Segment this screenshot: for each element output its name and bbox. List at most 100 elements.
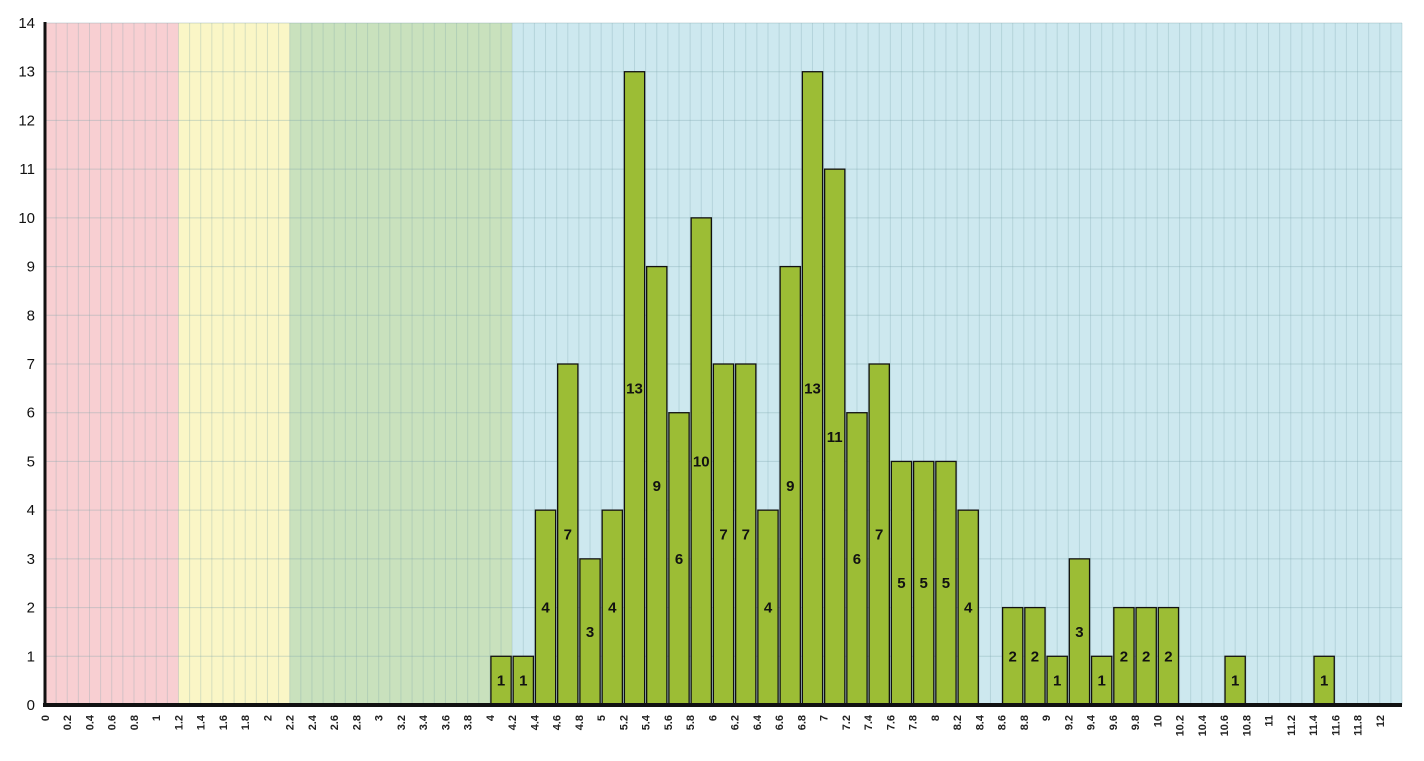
x-tick-label: 10.2 [1175,715,1187,736]
bar-value-label: 4 [608,600,617,617]
x-tick-label: 10 [1152,715,1164,727]
x-tick-label: 5.6 [663,715,675,730]
x-tick-label: 8.6 [997,715,1009,730]
bar-value-label: 9 [653,478,661,495]
x-tick-label: 8 [930,715,942,721]
bar-value-label: 3 [586,624,594,641]
x-tick-label: 3.2 [396,715,408,730]
bar-value-label: 9 [786,478,794,495]
x-tick-label: 6 [707,715,719,721]
y-tick-label: 10 [18,210,35,227]
y-tick-label: 5 [27,453,35,470]
x-tick-label: 9 [1041,715,1053,721]
x-tick-label: 1.4 [196,714,208,730]
y-tick-label: 7 [27,356,35,373]
x-tick-label: 11.4 [1308,714,1320,736]
y-tick-label: 13 [18,64,35,81]
x-tick-label: 3.8 [463,715,475,730]
bar-value-label: 4 [964,600,973,617]
x-tick-label: 4.4 [529,714,541,730]
bar-value-label: 1 [519,673,527,690]
bar-value-label: 2 [1164,648,1172,665]
y-tick-label: 3 [27,551,35,568]
x-tick-label: 9.6 [1108,715,1120,730]
x-tick-label: 0.6 [107,715,119,730]
y-tick-label: 12 [18,112,35,129]
x-tick-label: 4.8 [574,715,586,730]
x-tick-label: 10.8 [1241,715,1253,736]
x-tick-label: 8.2 [952,715,964,730]
bar-value-label: 1 [1053,673,1061,690]
x-tick-label: 2.8 [351,715,363,730]
bar-value-label: 2 [1009,648,1017,665]
bars [490,71,1335,706]
bar-value-label: 13 [626,380,643,397]
x-tick-label: 5 [596,715,608,721]
bar-value-label: 2 [1031,648,1039,665]
x-tick-label: 7.8 [908,715,920,730]
bar-value-label: 6 [675,551,683,568]
x-tick-label: 8.8 [1019,715,1031,730]
y-tick-label: 4 [27,502,35,519]
bar-value-label: 7 [875,527,883,544]
bar-value-label: 5 [920,575,928,592]
y-tick-label: 8 [27,307,35,324]
bar-value-label: 4 [541,600,550,617]
x-tick-label: 0 [40,715,52,721]
bar-value-label: 4 [764,600,773,617]
y-tick-label: 6 [27,405,35,422]
x-tick-label: 6.2 [730,715,742,730]
x-tick-label: 0.4 [84,714,96,730]
x-tick-label: 10.4 [1197,714,1209,736]
x-tick-labels: 0 0.2 0.4 0.6 0.8 1 1.2 1.4 1.6 1.8 2 2.2 2.4 2.6 2.8 3… [40,714,1387,736]
bar-value-label: 1 [1231,673,1239,690]
x-tick-label: 12 [1375,715,1387,727]
x-tick-label: 1.2 [173,715,185,730]
bar-value-label: 7 [742,527,750,544]
bar-value-label: 1 [1320,673,1328,690]
x-tick-label: 1.8 [240,715,252,730]
axes [43,22,1402,707]
x-tick-label: 6.4 [752,714,764,730]
bar-value-label: 10 [693,453,710,470]
x-tick-label: 1 [151,715,163,721]
x-tick-label: 2.4 [307,714,319,730]
bar-value-label: 5 [942,575,950,592]
x-tick-label: 6.8 [796,715,808,730]
y-tick-label: 9 [27,259,35,276]
x-tick-label: 0.8 [129,715,141,730]
x-tick-label: 7 [819,715,831,721]
x-tick-label: 7.2 [841,715,853,730]
x-tick-label: 5.2 [618,715,630,730]
x-tick-label: 10.6 [1219,715,1231,736]
background-band-1 [178,23,290,705]
x-tick-label: 7.4 [863,714,875,730]
background-band-0 [45,23,179,705]
y-tick-label: 14 [18,15,35,32]
x-tick-label: 6.6 [774,715,786,730]
x-tick-label: 11 [1264,715,1276,727]
x-tick-label: 9.2 [1063,715,1075,730]
x-tick-label: 11.6 [1330,715,1342,736]
bar-value-label: 7 [719,527,727,544]
bar-value-label: 7 [564,527,572,544]
x-tick-label: 5.4 [641,714,653,730]
x-tick-label: 3.4 [418,714,430,730]
x-tick-label: 3.6 [440,715,452,730]
x-tick-label: 11.8 [1353,715,1365,736]
x-tick-label: 11.2 [1286,715,1298,736]
x-tick-label: 9.8 [1130,715,1142,730]
y-tick-label: 2 [27,600,35,617]
x-tick-label: 0.2 [62,715,74,730]
bar-value-label: 5 [897,575,905,592]
bar-value-label: 13 [804,380,821,397]
bar-value-label: 1 [1098,673,1106,690]
x-tick-label: 3 [374,715,386,721]
x-tick-label: 8.4 [974,714,986,730]
x-tick-label: 5.8 [685,715,697,730]
y-tick-label: 0 [27,697,35,714]
